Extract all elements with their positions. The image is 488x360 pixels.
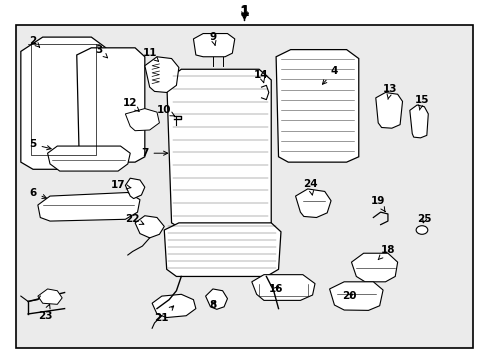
Text: 12: 12	[123, 98, 139, 112]
Polygon shape	[125, 178, 144, 199]
Polygon shape	[193, 33, 234, 57]
Text: 10: 10	[157, 105, 174, 116]
Polygon shape	[351, 253, 397, 282]
Text: 2: 2	[29, 36, 40, 47]
Text: 7: 7	[141, 148, 167, 158]
Text: 14: 14	[254, 69, 268, 83]
Polygon shape	[135, 216, 164, 238]
Polygon shape	[152, 294, 196, 318]
Text: 15: 15	[414, 95, 428, 110]
Polygon shape	[77, 48, 144, 162]
Polygon shape	[205, 289, 227, 309]
Text: 21: 21	[154, 306, 173, 323]
Text: 23: 23	[38, 304, 52, 321]
Text: 17: 17	[111, 180, 131, 190]
Text: 1: 1	[240, 4, 248, 17]
Text: 24: 24	[302, 179, 317, 195]
Text: 20: 20	[341, 291, 356, 301]
Text: 22: 22	[125, 214, 143, 224]
Polygon shape	[21, 37, 106, 169]
Polygon shape	[409, 105, 427, 138]
Text: 19: 19	[370, 197, 385, 212]
Polygon shape	[38, 193, 140, 221]
Text: 18: 18	[378, 245, 394, 260]
Text: 9: 9	[209, 32, 216, 45]
Text: 13: 13	[382, 84, 397, 99]
Polygon shape	[164, 223, 281, 276]
Polygon shape	[276, 50, 358, 162]
Polygon shape	[47, 146, 130, 171]
Text: 16: 16	[268, 284, 283, 294]
Polygon shape	[144, 57, 179, 93]
Text: 8: 8	[209, 300, 216, 310]
Bar	[19, 26, 469, 346]
Text: 5: 5	[29, 139, 51, 150]
Polygon shape	[38, 289, 62, 304]
Text: 4: 4	[322, 66, 337, 84]
Text: 6: 6	[29, 188, 46, 198]
Text: 25: 25	[416, 214, 431, 224]
Text: 11: 11	[142, 48, 158, 62]
Polygon shape	[375, 93, 402, 128]
Text: 3: 3	[95, 45, 107, 58]
Circle shape	[415, 226, 427, 234]
Polygon shape	[166, 69, 271, 230]
Polygon shape	[251, 275, 314, 300]
Polygon shape	[125, 109, 159, 131]
Polygon shape	[295, 189, 330, 217]
Text: 1: 1	[239, 5, 249, 19]
Polygon shape	[329, 282, 382, 310]
